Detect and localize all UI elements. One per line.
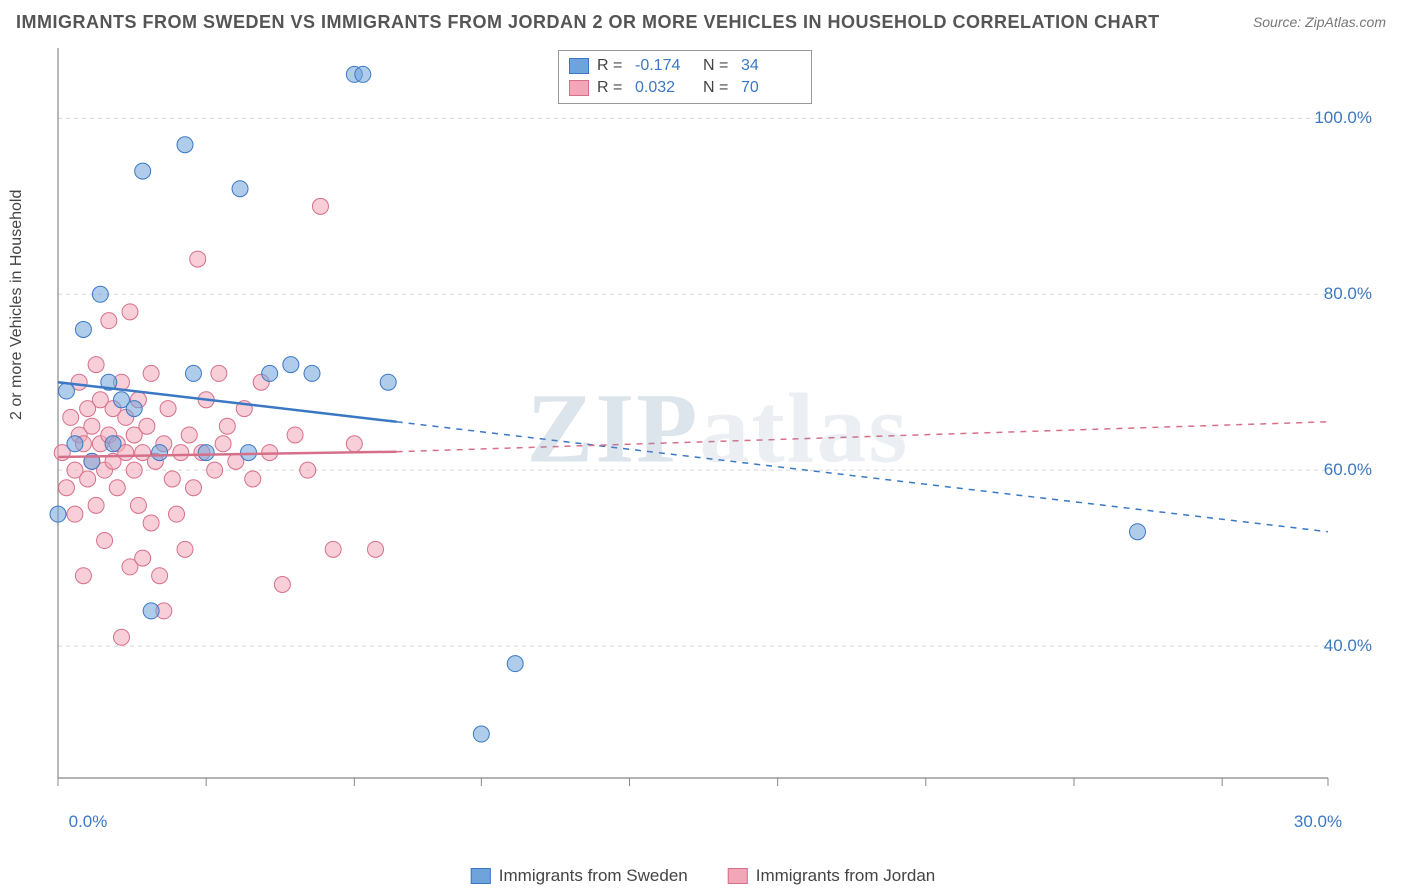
swatch-sweden <box>569 58 589 74</box>
n-label: N = <box>703 57 733 75</box>
swatch-jordan <box>728 868 748 884</box>
x-tick-label: 30.0% <box>1294 812 1342 832</box>
series-legend: Immigrants from Sweden Immigrants from J… <box>471 866 935 886</box>
chart-canvas <box>48 48 1388 808</box>
n-value-sweden: 34 <box>741 57 801 75</box>
y-tick-label: 80.0% <box>1324 284 1372 304</box>
y-axis-label: 2 or more Vehicles in Household <box>8 190 26 420</box>
stats-legend: R = -0.174 N = 34 R = 0.032 N = 70 <box>558 50 812 104</box>
scatter-chart: ZIPatlas R = -0.174 N = 34 R = 0.032 N =… <box>48 48 1388 808</box>
y-tick-label: 40.0% <box>1324 636 1372 656</box>
r-label: R = <box>597 57 627 75</box>
swatch-jordan <box>569 80 589 96</box>
legend-item-jordan: Immigrants from Jordan <box>728 866 936 886</box>
n-label: N = <box>703 79 733 97</box>
r-label: R = <box>597 79 627 97</box>
legend-item-sweden: Immigrants from Sweden <box>471 866 688 886</box>
source-attribution: Source: ZipAtlas.com <box>1253 14 1386 30</box>
stats-row-sweden: R = -0.174 N = 34 <box>569 55 801 77</box>
swatch-sweden <box>471 868 491 884</box>
y-tick-label: 100.0% <box>1314 108 1372 128</box>
r-value-jordan: 0.032 <box>635 79 695 97</box>
y-tick-label: 60.0% <box>1324 460 1372 480</box>
n-value-jordan: 70 <box>741 79 801 97</box>
series-label-sweden: Immigrants from Sweden <box>499 866 688 886</box>
x-tick-label: 0.0% <box>69 812 108 832</box>
chart-title: IMMIGRANTS FROM SWEDEN VS IMMIGRANTS FRO… <box>16 12 1160 33</box>
series-label-jordan: Immigrants from Jordan <box>756 866 936 886</box>
stats-row-jordan: R = 0.032 N = 70 <box>569 77 801 99</box>
r-value-sweden: -0.174 <box>635 57 695 75</box>
